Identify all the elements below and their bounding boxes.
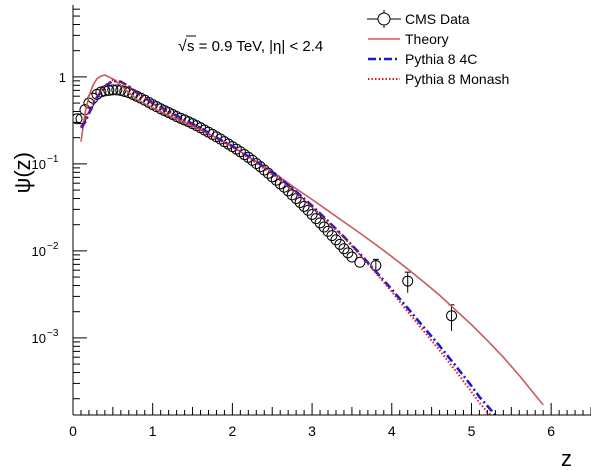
legend-entry: Pythia 8 Monash — [368, 71, 509, 87]
y-tick-label: 1 — [59, 70, 66, 85]
x-tick-label: 5 — [468, 423, 476, 439]
data-point — [326, 230, 338, 242]
data-marker — [242, 151, 254, 163]
energy-annotation: √ s = 0.9 TeV, |η| < 2.4 — [178, 35, 323, 55]
legend-symbol — [377, 12, 391, 26]
sqrt-symbol: √ — [178, 38, 187, 55]
data-point — [73, 113, 83, 125]
data-point — [314, 217, 326, 229]
data-marker — [334, 238, 346, 250]
data-point — [310, 213, 322, 225]
data-marker — [338, 243, 350, 255]
y-tick-exponent: −2 — [47, 241, 59, 252]
data-marker — [95, 86, 107, 98]
y-ticks: 110−110−210−3 — [32, 8, 87, 400]
data-marker — [302, 204, 314, 216]
legend-label: Pythia 8 Monash — [405, 71, 509, 87]
annotation-text: s = 0.9 TeV, |η| < 2.4 — [187, 38, 323, 55]
series-line-pythia-8-monash — [80, 79, 492, 415]
data-point — [402, 271, 414, 293]
y-tick-exponent: −1 — [47, 154, 59, 165]
x-tick-label: 0 — [69, 423, 77, 439]
data-marker — [306, 208, 318, 220]
data-point — [294, 196, 306, 208]
data-marker — [322, 225, 334, 237]
data-point — [286, 189, 298, 201]
data-marker — [318, 221, 330, 233]
data-marker — [346, 251, 358, 263]
y-tick-label: 10 — [32, 157, 46, 172]
legend-entry: Pythia 8 4C — [368, 51, 477, 67]
y-tick-exponent: −3 — [47, 328, 59, 339]
series-line-pythia-8-4c — [79, 79, 497, 415]
series-layer — [73, 74, 544, 415]
data-marker — [286, 189, 298, 201]
data-marker — [75, 113, 87, 125]
data-marker — [446, 310, 458, 322]
series-line-theory — [80, 74, 544, 406]
data-point — [354, 256, 366, 268]
data-point — [334, 238, 346, 250]
data-marker — [402, 275, 414, 287]
data-marker — [314, 217, 326, 229]
legend: CMS Data Theory Pythia 8 4C Pythia 8 Monash — [367, 10, 509, 87]
data-point — [322, 225, 334, 237]
legend-entry: Theory — [368, 31, 449, 47]
x-tick-label: 2 — [228, 423, 236, 439]
data-point — [111, 84, 123, 96]
x-tick-label: 1 — [149, 423, 157, 439]
data-marker — [342, 247, 354, 259]
data-point — [242, 151, 254, 163]
data-point — [346, 251, 358, 263]
data-marker — [326, 230, 338, 242]
data-point — [95, 86, 107, 98]
data-marker — [111, 84, 123, 96]
x-tick-label: 4 — [388, 423, 396, 439]
x-ticks: 0 1 2 3 4 5 6 — [69, 403, 591, 439]
data-point — [75, 113, 87, 125]
data-marker — [119, 85, 131, 97]
data-marker — [310, 213, 322, 225]
legend-label: CMS Data — [405, 11, 470, 27]
y-tick-label: 10 — [32, 331, 46, 346]
data-point — [119, 85, 131, 97]
data-point — [338, 243, 350, 255]
legend-entry: CMS Data — [367, 10, 470, 28]
data-marker — [73, 113, 83, 125]
x-axis-label: z — [561, 446, 572, 470]
data-point — [342, 247, 354, 259]
data-point — [306, 208, 318, 220]
data-point — [302, 204, 314, 216]
data-point — [318, 221, 330, 233]
data-marker — [107, 84, 119, 96]
data-marker — [294, 196, 306, 208]
x-tick-label: 3 — [308, 423, 316, 439]
data-marker — [103, 84, 115, 96]
data-marker — [354, 256, 366, 268]
legend-label: Pythia 8 4C — [405, 51, 477, 67]
x-tick-label: 6 — [547, 423, 555, 439]
data-point — [246, 154, 258, 166]
y-tick-label: 10 — [32, 244, 46, 259]
legend-label: Theory — [405, 31, 449, 47]
data-point — [107, 84, 119, 96]
y-axis-label: ψ(z) — [10, 152, 35, 193]
data-marker — [246, 154, 258, 166]
data-point — [103, 84, 115, 96]
